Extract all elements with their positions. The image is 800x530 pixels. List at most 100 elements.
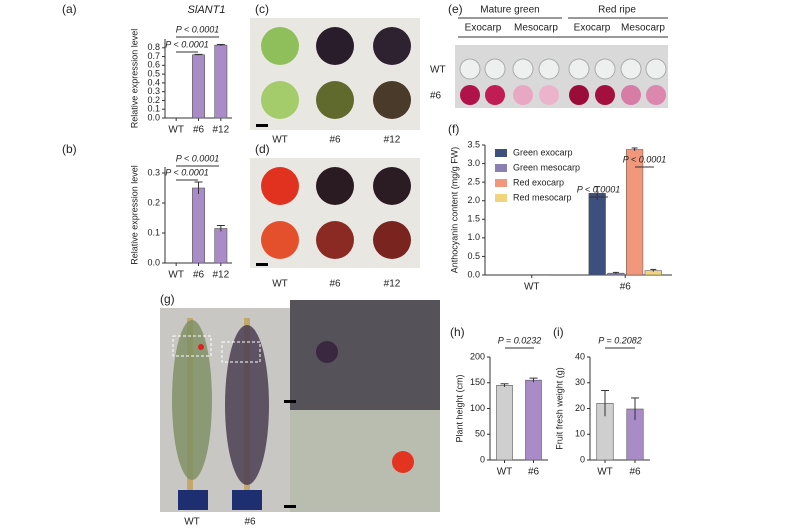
fruit — [261, 167, 299, 205]
fruit-cut — [316, 221, 354, 259]
zoom-box — [221, 341, 261, 363]
y-tick-label: 0.5 — [147, 68, 160, 78]
panel-label: (i) — [553, 325, 564, 339]
well — [513, 85, 533, 105]
chart-title: SlANT1 — [188, 4, 226, 16]
pot — [178, 490, 208, 510]
panel-label: (e) — [448, 2, 463, 16]
panel-label: (a) — [62, 2, 77, 16]
annotation: P < 0.0001 — [623, 154, 666, 164]
x-tick-label: WT — [168, 270, 184, 281]
well — [539, 85, 559, 105]
y-tick-label: 0.2 — [147, 95, 160, 105]
fruit — [316, 167, 354, 205]
x-tick-label: WT — [168, 125, 184, 136]
bar — [496, 385, 513, 461]
y-tick-label: 10 — [575, 429, 585, 439]
photo-label: WT — [272, 279, 288, 290]
y-axis-label: Relative expression level — [129, 29, 139, 129]
row-label: #6 — [430, 91, 442, 102]
fruit-cut — [261, 81, 299, 119]
tissue-header: Exocarp — [465, 23, 502, 34]
y-tick-label: 2.0 — [467, 195, 480, 205]
well — [484, 58, 506, 80]
legend-swatch — [495, 164, 507, 172]
y-tick-label: 1.0 — [467, 232, 480, 242]
y-tick-label: 0.2 — [147, 197, 160, 207]
y-tick-label: 0.0 — [467, 269, 480, 279]
well — [595, 85, 615, 105]
y-tick-label: 20 — [575, 403, 585, 413]
plant — [172, 320, 212, 480]
y-axis-label: Anthocyanin content (mg/g FW) — [449, 147, 459, 274]
bar — [214, 228, 228, 264]
y-axis-label: Fruit fresh weight (g) — [554, 367, 564, 450]
bar — [588, 193, 606, 276]
group-header: Mature green — [480, 5, 539, 16]
panel-label: (d) — [255, 142, 270, 156]
well — [538, 58, 560, 80]
tissue-header: Mesocarp — [514, 23, 558, 34]
fruit-cut — [373, 81, 411, 119]
legend-label: Green mesocarp — [513, 162, 580, 172]
photo-label: #12 — [384, 135, 401, 146]
x-tick-label: #6 — [193, 270, 205, 281]
y-tick-label: 0.1 — [147, 227, 160, 237]
well — [620, 58, 642, 80]
bar — [214, 44, 228, 119]
y-tick-label: 0.3 — [147, 167, 160, 177]
fruit — [392, 451, 414, 473]
legend-label: Green exocarp — [513, 147, 573, 157]
bar — [626, 149, 644, 276]
photo-label: #6 — [329, 135, 341, 146]
group-header: Red ripe — [598, 5, 636, 16]
annotation: P < 0.0001 — [176, 24, 219, 34]
panel-label: (f) — [448, 122, 459, 136]
y-tick-label: 0 — [480, 454, 485, 464]
fruit — [261, 27, 299, 65]
y-tick-label: 100 — [470, 403, 485, 413]
y-tick-label: 0.0 — [147, 112, 160, 122]
fruit — [373, 27, 411, 65]
annotation: P < 0.0001 — [577, 184, 620, 194]
bar — [192, 187, 205, 264]
legend-swatch — [495, 194, 507, 202]
photo-label: #6 — [244, 517, 256, 528]
x-tick-label: WT — [597, 467, 613, 478]
fruit — [316, 27, 354, 65]
zoom-photo — [290, 300, 440, 410]
annotation: P = 0.2082 — [598, 335, 641, 345]
well — [645, 58, 667, 80]
well — [621, 85, 641, 105]
x-tick-label: #12 — [212, 125, 229, 136]
zoom-photo — [290, 410, 440, 512]
legend-swatch — [495, 149, 507, 157]
panel-label: (b) — [62, 142, 77, 156]
fruit-cut — [261, 221, 299, 259]
x-tick-label: #12 — [212, 270, 229, 281]
panel-label: (g) — [160, 292, 175, 306]
plant — [225, 325, 269, 485]
x-tick-label: WT — [524, 282, 540, 293]
fruit-cut — [316, 81, 354, 119]
x-tick-label: WT — [497, 467, 513, 478]
annotation: P = 0.0232 — [498, 335, 541, 345]
y-tick-label: 0.7 — [147, 51, 160, 61]
tissue-header: Mesocarp — [621, 23, 665, 34]
y-tick-label: 1.5 — [467, 214, 480, 224]
panel-label: (c) — [255, 2, 269, 16]
photo-g — [160, 300, 440, 512]
legend-swatch — [495, 179, 507, 187]
well — [459, 58, 481, 80]
y-tick-label: 3.5 — [467, 139, 480, 149]
photo-c — [250, 18, 420, 130]
legend-label: Red mesocarp — [513, 192, 572, 202]
y-tick-label: 30 — [575, 377, 585, 387]
x-tick-label: #6 — [620, 282, 632, 293]
plate-photo — [455, 45, 668, 108]
y-axis-label: Plant height (cm) — [454, 374, 464, 442]
well — [512, 58, 534, 80]
fruit — [198, 344, 204, 350]
well — [569, 85, 589, 105]
